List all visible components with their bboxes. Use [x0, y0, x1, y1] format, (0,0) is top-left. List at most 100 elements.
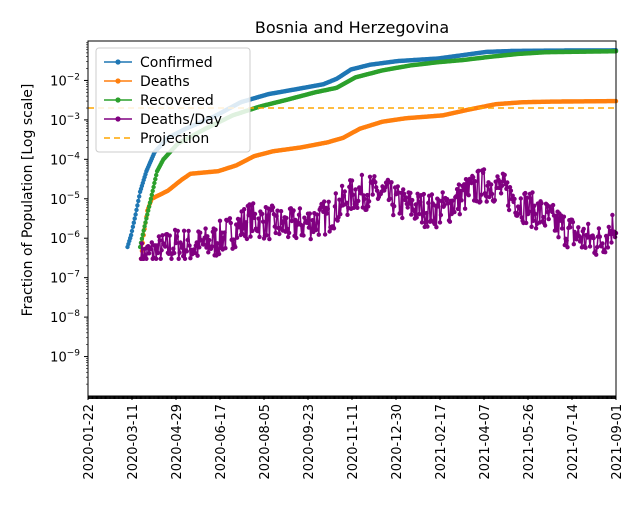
data-point	[321, 209, 326, 214]
data-point	[234, 235, 240, 240]
data-point	[405, 205, 410, 210]
data-point	[499, 183, 505, 188]
data-point	[459, 198, 464, 203]
data-point	[612, 234, 618, 240]
legend-item: Deaths	[104, 74, 190, 90]
data-point	[228, 220, 233, 226]
data-point	[556, 235, 561, 240]
data-point	[409, 212, 414, 217]
data-point	[424, 210, 429, 216]
data-point	[243, 220, 249, 225]
data-point	[155, 250, 161, 256]
series-deaths	[138, 98, 619, 261]
legend-item: Projection	[104, 131, 209, 147]
data-point	[568, 225, 573, 230]
data-point	[565, 245, 570, 250]
data-point	[472, 179, 478, 184]
y-tick-label: 10−3	[50, 112, 80, 129]
data-point	[191, 247, 197, 252]
data-point	[221, 235, 226, 241]
data-point	[187, 243, 192, 248]
data-point	[297, 206, 303, 211]
data-point	[204, 245, 209, 250]
legend-label: Projection	[140, 131, 209, 147]
data-point	[420, 213, 426, 218]
data-point	[278, 209, 284, 214]
data-point	[469, 180, 474, 186]
data-point	[455, 206, 461, 212]
y-tick-label: 10−9	[50, 349, 80, 366]
data-point	[392, 204, 397, 209]
data-point	[140, 232, 145, 237]
data-point	[518, 196, 523, 201]
data-point	[149, 240, 154, 245]
x-tick-label: 2020-04-29	[170, 404, 185, 480]
data-point	[128, 232, 134, 238]
data-point	[466, 193, 471, 198]
legend-label: Deaths	[140, 74, 190, 90]
data-point	[440, 190, 445, 195]
data-point	[483, 193, 488, 198]
data-point	[479, 192, 484, 197]
data-point	[398, 210, 403, 215]
data-point	[222, 230, 227, 235]
data-point	[337, 197, 342, 202]
data-point	[244, 236, 250, 242]
data-point	[502, 172, 507, 178]
data-point	[484, 199, 489, 204]
data-point	[294, 235, 299, 241]
data-point	[185, 237, 190, 243]
data-point	[264, 233, 269, 238]
x-tick-label: 2021-09-01	[610, 404, 625, 480]
data-point	[293, 217, 298, 223]
data-point	[488, 188, 493, 193]
data-point	[148, 196, 154, 201]
data-point	[130, 224, 136, 229]
data-point	[438, 212, 444, 218]
data-point	[333, 191, 338, 196]
y-tick-label: 10−5	[50, 191, 80, 208]
data-point	[154, 172, 159, 178]
data-point	[489, 182, 494, 187]
data-point	[450, 198, 455, 203]
data-point	[434, 225, 439, 230]
data-point	[275, 208, 280, 213]
data-point	[133, 212, 138, 217]
data-point	[506, 207, 512, 213]
data-point	[192, 250, 198, 256]
legend-label: Recovered	[140, 93, 214, 109]
data-point	[286, 234, 291, 240]
data-point	[400, 215, 405, 221]
data-point	[461, 187, 466, 193]
data-point	[545, 209, 550, 215]
data-point	[480, 170, 486, 175]
data-point	[452, 209, 457, 215]
data-point	[139, 241, 145, 246]
data-point	[384, 182, 390, 187]
data-point	[332, 204, 338, 209]
data-point	[530, 190, 535, 195]
data-point	[184, 249, 189, 254]
data-point	[274, 213, 279, 219]
data-point	[432, 221, 437, 227]
data-point	[296, 212, 302, 217]
legend-marker	[115, 59, 121, 65]
data-point	[504, 186, 509, 191]
data-point	[197, 245, 202, 250]
legend-label: Deaths/Day	[140, 112, 222, 128]
data-point	[182, 256, 188, 261]
data-point	[517, 211, 523, 216]
x-tick-label: 2021-02-17	[434, 404, 449, 480]
data-point	[260, 219, 266, 224]
data-point	[524, 220, 529, 226]
data-point	[571, 242, 576, 247]
data-point	[421, 191, 426, 197]
data-point	[181, 228, 187, 233]
x-tick-label: 2021-07-14	[566, 404, 581, 480]
data-point	[141, 228, 146, 233]
data-point	[277, 231, 282, 237]
data-point	[231, 237, 236, 242]
data-point	[519, 215, 524, 220]
data-point	[342, 189, 347, 194]
data-point	[307, 211, 312, 216]
